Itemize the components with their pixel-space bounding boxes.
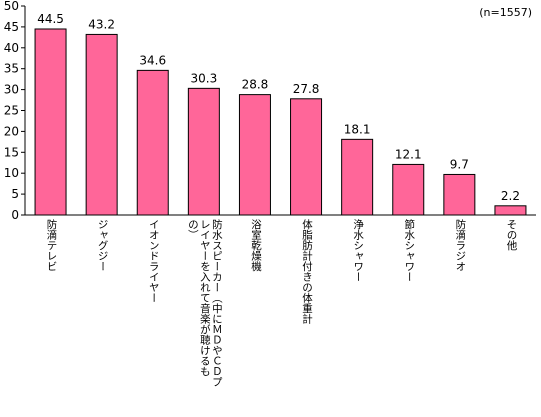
data-label: 34.6 bbox=[139, 53, 166, 67]
data-label: 2.2 bbox=[501, 189, 520, 203]
data-label: 44.5 bbox=[37, 12, 64, 26]
y-tick-label: 25 bbox=[4, 104, 19, 118]
x-tick-label: 防水スピーカー（中にＭＤやＣＤプレイヤーを入れて音楽が聴けるもの） bbox=[186, 219, 223, 387]
x-tick-label: 浴室乾燥機 bbox=[249, 219, 262, 272]
y-tick-label: 10 bbox=[4, 166, 19, 180]
data-label: 27.8 bbox=[293, 82, 320, 96]
x-tick-label: 節水シャワー bbox=[403, 219, 416, 282]
bar bbox=[85, 33, 118, 216]
sample-size-note: (n=1557) bbox=[479, 6, 532, 19]
bar bbox=[136, 69, 169, 216]
bar bbox=[341, 138, 374, 216]
bars bbox=[34, 28, 527, 216]
y-tick-label: 5 bbox=[11, 187, 19, 201]
x-tick-label: その他 bbox=[505, 219, 518, 251]
bar bbox=[392, 163, 425, 216]
y-tick-label: 40 bbox=[4, 41, 19, 55]
bar bbox=[34, 28, 67, 216]
x-tick-label: 防滴テレビ bbox=[45, 219, 58, 272]
x-tick-label: ジャグジー bbox=[96, 219, 109, 272]
y-tick-label: 45 bbox=[4, 20, 19, 34]
bar bbox=[443, 173, 476, 216]
data-label: 28.8 bbox=[242, 78, 269, 92]
y-tick-label: 15 bbox=[4, 145, 19, 159]
y-tick-label: 35 bbox=[4, 62, 19, 76]
y-tick-label: 0 bbox=[11, 208, 19, 222]
bar bbox=[290, 98, 323, 216]
data-label: 18.1 bbox=[344, 122, 371, 136]
bar bbox=[494, 205, 527, 216]
data-label: 9.7 bbox=[450, 157, 469, 171]
x-tick-label: 浄水シャワー bbox=[352, 219, 365, 282]
bar bbox=[238, 94, 271, 216]
data-label: 12.1 bbox=[395, 147, 422, 161]
y-tick-label: 50 bbox=[4, 0, 19, 13]
data-labels: 44.5 43.2 34.6 30.3 28.8 27.8 18.1 12.1 9.7 2.2 bbox=[37, 12, 520, 203]
y-tick-label: 20 bbox=[4, 124, 19, 138]
y-tick-label: 30 bbox=[4, 83, 19, 97]
data-label: 43.2 bbox=[88, 17, 115, 31]
x-tick-label: 体脂肪計付きの体重計 bbox=[301, 219, 314, 324]
x-tick-label: イオンドライヤー bbox=[147, 219, 160, 303]
data-label: 30.3 bbox=[190, 71, 217, 85]
bar bbox=[187, 87, 220, 216]
x-tick-label: 防滴ラジオ bbox=[454, 219, 467, 272]
